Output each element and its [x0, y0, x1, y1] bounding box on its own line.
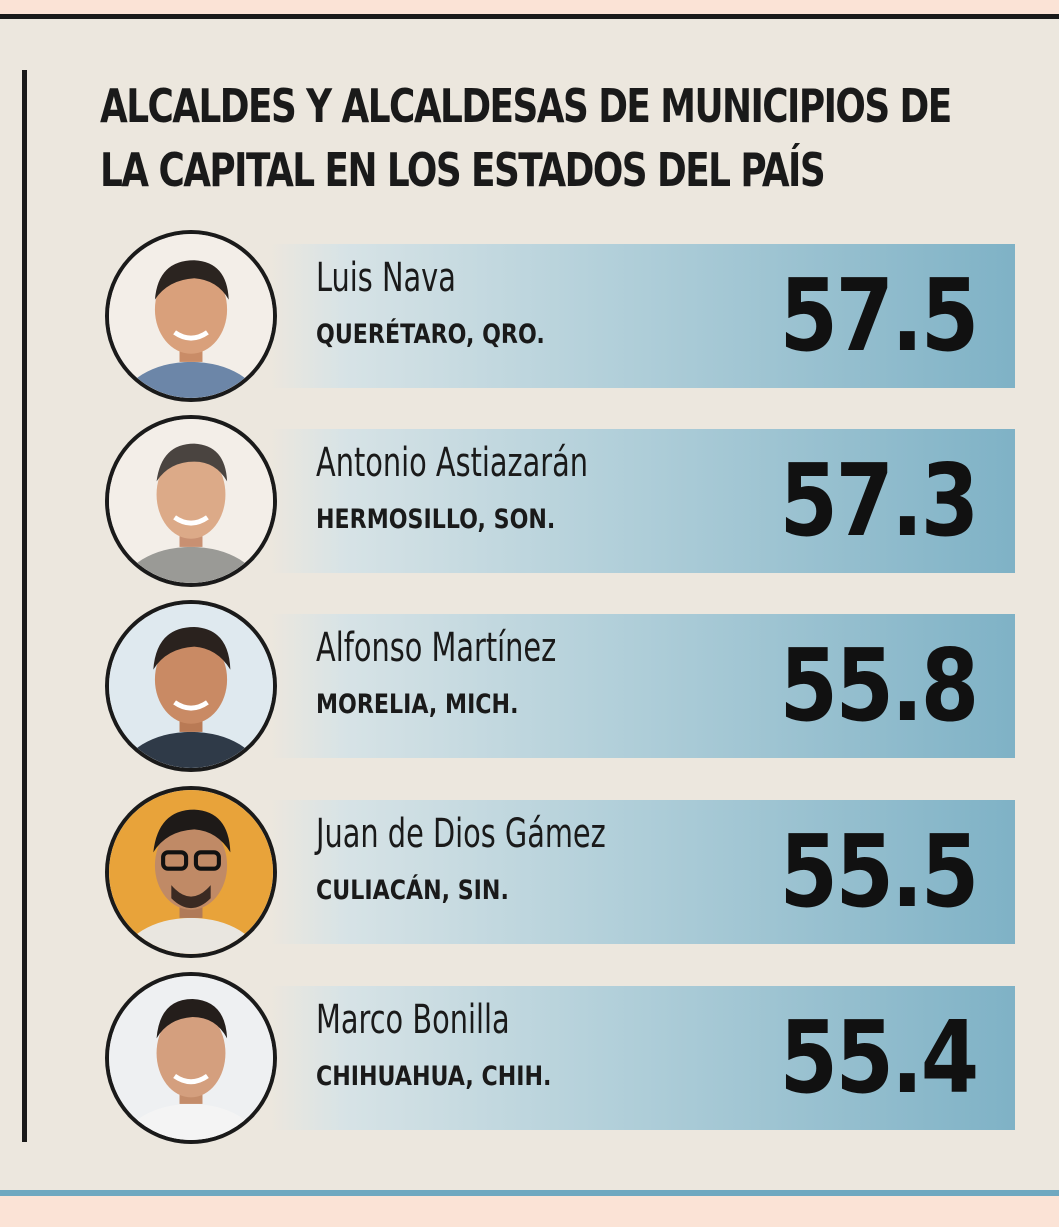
- title-line-2: LA CAPITAL EN LOS ESTADOS DEL PAÍS: [100, 143, 826, 197]
- person-photo-icon: [109, 234, 273, 398]
- mayor-name: Luis Nava: [316, 255, 456, 301]
- mayor-name: Alfonso Martínez: [316, 625, 557, 671]
- mayor-row: Antonio Astiazarán HERMOSILLO, SON. 57.3: [0, 411, 1059, 591]
- approval-score: 57.5: [779, 257, 980, 374]
- mayor-photo: [105, 415, 277, 587]
- person-photo-icon: [109, 419, 273, 583]
- infographic-title: ALCALDES Y ALCALDESAS DE MUNICIPIOS DE L…: [100, 74, 952, 202]
- approval-score: 57.3: [779, 442, 980, 559]
- mayor-city: CHIHUAHUA, CHIH.: [316, 1061, 552, 1092]
- approval-score: 55.5: [779, 813, 980, 930]
- mayor-row: Marco Bonilla CHIHUAHUA, CHIH. 55.4: [0, 968, 1059, 1148]
- mayor-photo: [105, 786, 277, 958]
- mayor-row: Juan de Dios Gámez CULIACÁN, SIN. 55.5: [0, 782, 1059, 962]
- score-bar: [270, 614, 1015, 758]
- title-line-1: ALCALDES Y ALCALDESAS DE MUNICIPIOS DE: [100, 79, 952, 133]
- person-photo-icon: [109, 790, 273, 954]
- approval-score: 55.4: [779, 999, 980, 1116]
- score-bar: [270, 986, 1015, 1130]
- score-bar: [270, 800, 1015, 944]
- approval-score: 55.8: [779, 627, 980, 744]
- mayor-city: QUERÉTARO, QRO.: [316, 319, 545, 350]
- bottom-rule: [0, 1190, 1059, 1196]
- mayor-city: HERMOSILLO, SON.: [316, 504, 556, 535]
- person-photo-icon: [109, 604, 273, 768]
- person-photo-icon: [109, 976, 273, 1140]
- mayor-name: Antonio Astiazarán: [316, 440, 589, 486]
- mayor-photo: [105, 600, 277, 772]
- score-bar: [270, 429, 1015, 573]
- score-bar: [270, 244, 1015, 388]
- mayor-photo: [105, 972, 277, 1144]
- mayor-city: CULIACÁN, SIN.: [316, 875, 509, 906]
- mayor-row: Alfonso Martínez MORELIA, MICH. 55.8: [0, 596, 1059, 776]
- mayor-row: Luis Nava QUERÉTARO, QRO. 57.5: [0, 226, 1059, 406]
- mayor-photo: [105, 230, 277, 402]
- mayor-name: Juan de Dios Gámez: [316, 811, 606, 857]
- mayor-city: MORELIA, MICH.: [316, 689, 519, 720]
- mayor-name: Marco Bonilla: [316, 997, 510, 1043]
- side-rule: [22, 70, 27, 1142]
